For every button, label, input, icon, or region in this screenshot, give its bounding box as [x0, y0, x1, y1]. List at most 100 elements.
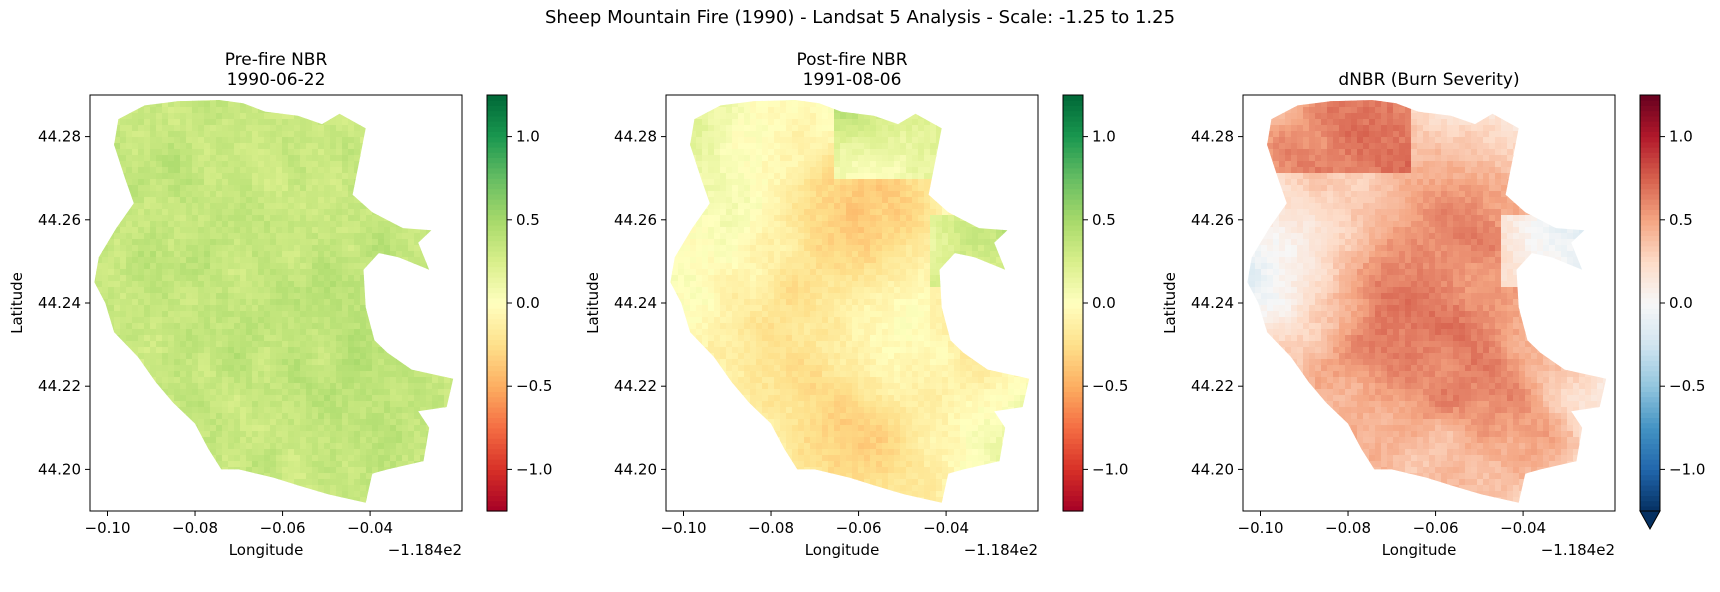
colorbar-segment: [487, 443, 507, 450]
colorbar-segment: [487, 375, 507, 382]
raster-pre-fire-nbr: [94, 100, 454, 503]
colorbar-tick-label: −0.5: [516, 377, 552, 395]
colorbar-segment: [1640, 355, 1660, 361]
colorbar-segment: [1063, 240, 1083, 247]
colorbar-segment: [487, 355, 507, 361]
colorbar-segment: [1063, 438, 1083, 444]
colorbar-segment: [1063, 303, 1083, 309]
raster-post-fire-nbr: [670, 100, 1030, 503]
x-axis-label: Longitude: [229, 541, 304, 559]
colorbar-segment: [487, 479, 507, 486]
colorbar-segment: [1640, 329, 1660, 335]
colorbar-segment: [1063, 173, 1083, 179]
colorbar-segment: [1640, 225, 1660, 231]
y-tick-label: 44.20: [614, 460, 657, 478]
colorbar-segment: [1063, 469, 1083, 476]
colorbar-segment: [1063, 209, 1083, 216]
colorbar-segment: [1640, 209, 1660, 216]
colorbar-segment: [487, 225, 507, 231]
colorbar-segment: [1640, 287, 1660, 294]
y-tick-label: 44.22: [1191, 377, 1234, 395]
colorbar-tick-label: 1.0: [516, 128, 540, 146]
colorbar-segment: [487, 329, 507, 335]
colorbar-segment: [1640, 131, 1660, 138]
colorbar-segment: [487, 490, 507, 496]
colorbar-segment: [1640, 334, 1660, 340]
colorbar-segment: [1640, 505, 1660, 512]
colorbar-segment: [1640, 391, 1660, 398]
colorbar-segment: [1063, 396, 1083, 403]
colorbar-segment: [487, 271, 507, 278]
colorbar-segment: [1640, 105, 1660, 112]
y-tick-label: 44.28: [614, 128, 657, 146]
colorbar-segment: [1063, 162, 1083, 169]
raster-dnbr: [1247, 100, 1607, 503]
colorbar-segment: [1640, 349, 1660, 356]
y-tick-label: 44.28: [1191, 128, 1234, 146]
colorbar-segment: [1063, 271, 1083, 278]
colorbar-segment: [1063, 365, 1083, 372]
colorbar-segment: [1063, 329, 1083, 335]
colorbar-segment: [1063, 131, 1083, 138]
colorbar-segment: [487, 297, 507, 304]
colorbar-segment: [487, 188, 507, 195]
x-tick-label: −0.10: [661, 519, 707, 537]
colorbar-segment: [1063, 443, 1083, 450]
y-tick-label: 44.24: [614, 294, 657, 312]
colorbar-segment: [1063, 490, 1083, 496]
y-tick-label: 44.26: [38, 211, 81, 229]
colorbar-segment: [1063, 505, 1083, 512]
colorbar-segment: [1640, 433, 1660, 439]
colorbar-segment: [1063, 318, 1083, 325]
colorbar-segment: [487, 256, 507, 262]
colorbar-segment: [1640, 407, 1660, 413]
colorbar-segment: [487, 282, 507, 288]
colorbar-segment: [487, 167, 507, 174]
colorbar-segment: [487, 448, 507, 455]
colorbar-segment: [1063, 323, 1083, 330]
x-tick-label: −0.04: [1500, 519, 1546, 537]
colorbar-tick-label: −1.0: [516, 460, 552, 478]
colorbar-segment: [1063, 225, 1083, 231]
colorbar-segment: [487, 266, 507, 273]
y-axis-label: Latitude: [1161, 272, 1179, 334]
y-axis-label: Latitude: [8, 272, 26, 334]
colorbar-segment: [487, 303, 507, 309]
colorbar-segment: [1640, 251, 1660, 257]
colorbar-segment: [1640, 438, 1660, 444]
colorbar-segment: [1063, 407, 1083, 413]
colorbar-segment: [1640, 121, 1660, 127]
colorbar-segment: [1063, 360, 1083, 366]
colorbar-segment: [1640, 245, 1660, 252]
colorbar-segment: [1640, 365, 1660, 372]
figure-title: Sheep Mountain Fire (1990) - Landsat 5 A…: [544, 7, 1176, 28]
x-tick-label: −0.04: [923, 519, 969, 537]
colorbar-segment: [1063, 313, 1083, 320]
colorbar-segment: [1640, 318, 1660, 325]
colorbar-segment: [1640, 308, 1660, 314]
colorbar-segment: [1640, 126, 1660, 132]
x-tick-label: −0.08: [1325, 519, 1371, 537]
colorbar-segment: [487, 370, 507, 377]
colorbar-segment: [1640, 115, 1660, 122]
colorbar: −1.0 −0.5 0.0 0.5 1.0: [1639, 94, 1705, 531]
colorbar-segment: [487, 396, 507, 403]
x-tick-label: −0.06: [836, 519, 882, 537]
colorbar-segment: [1640, 313, 1660, 320]
colorbar-segment: [1063, 199, 1083, 205]
colorbar-segment: [1640, 339, 1660, 346]
colorbar-segment: [1640, 344, 1660, 351]
colorbar-segment: [1640, 261, 1660, 268]
x-tick-label: −0.10: [1238, 519, 1284, 537]
colorbar-segment: [487, 100, 507, 106]
colorbar-segment: [1063, 105, 1083, 112]
y-tick-label: 44.22: [38, 377, 81, 395]
colorbar-segment: [1640, 277, 1660, 283]
colorbar-segment: [1063, 235, 1083, 242]
colorbar-segment: [1063, 110, 1083, 117]
colorbar-segment: [1640, 147, 1660, 153]
colorbar-segment: [1640, 396, 1660, 403]
colorbar-segment: [1640, 474, 1660, 481]
colorbar-segment: [487, 433, 507, 439]
